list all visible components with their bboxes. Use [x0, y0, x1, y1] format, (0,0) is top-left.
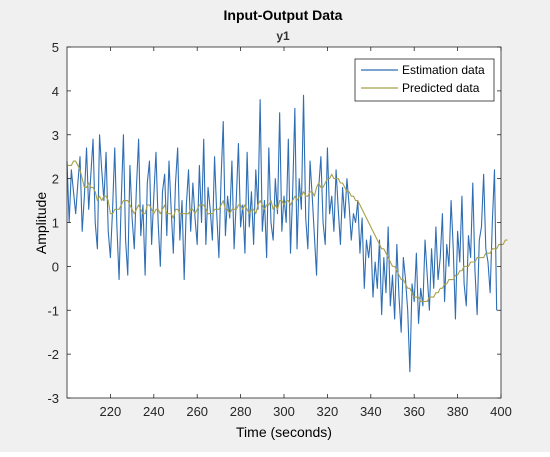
legend-label-estimation: Estimation data: [402, 63, 485, 77]
x-tick-label: 280: [230, 404, 252, 419]
y-tick-label: 1: [52, 216, 59, 231]
y-axis: -3 -2 -1 0 1 2 3 4 5: [47, 40, 501, 406]
chart-title: Input-Output Data: [224, 7, 343, 23]
y-tick-label: 2: [52, 172, 59, 187]
x-axis: 220 240 260 280 300 320 340 360 380 400: [100, 47, 512, 419]
y-tick-label: 3: [52, 128, 59, 143]
x-tick-label: 340: [360, 404, 382, 419]
legend: Estimation data Predicted data: [354, 58, 495, 102]
y-tick-label: 0: [52, 259, 59, 274]
x-axis-label: Time (seconds): [236, 424, 332, 440]
y-tick-label: 4: [52, 84, 59, 99]
x-tick-label: 260: [186, 404, 208, 419]
y-tick-label: -3: [47, 391, 59, 406]
x-tick-label: 240: [143, 404, 165, 419]
x-tick-label: 320: [317, 404, 339, 419]
x-tick-label: 360: [403, 404, 425, 419]
legend-box: [354, 58, 495, 102]
series-line-estimation-data: [66, 94, 498, 373]
y-tick-label: -1: [47, 303, 59, 318]
x-tick-label: 300: [273, 404, 295, 419]
series-layer: [66, 94, 508, 373]
series-line-predicted-data: [67, 160, 508, 303]
x-tick-label: 220: [100, 404, 122, 419]
legend-label-predicted: Predicted data: [402, 81, 480, 95]
y-axis-label: Amplitude: [33, 192, 49, 254]
plot-area: [67, 47, 501, 398]
y-tick-label: 5: [52, 40, 59, 55]
x-tick-label: 380: [447, 404, 469, 419]
x-tick-label: 400: [490, 404, 512, 419]
y-tick-label: -2: [47, 347, 59, 362]
chart-subtitle: y1: [276, 29, 290, 43]
